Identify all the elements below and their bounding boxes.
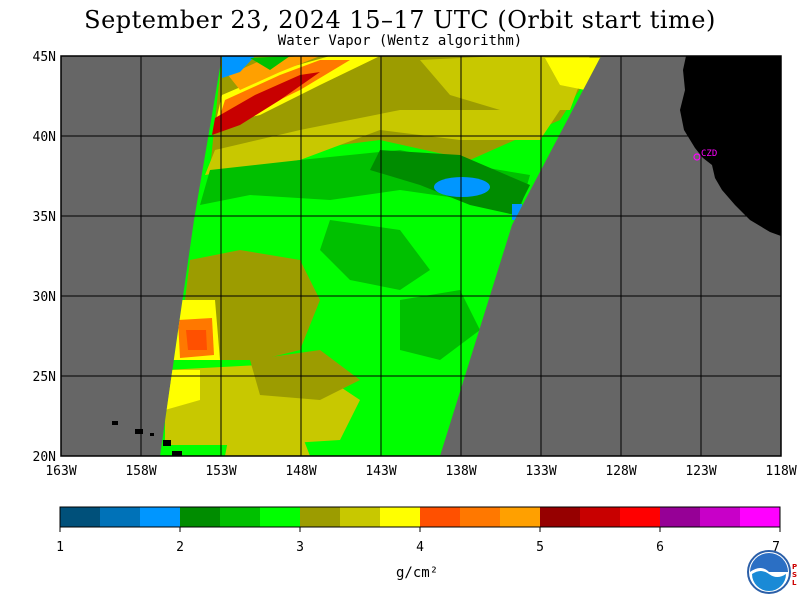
lat-label: 20N <box>33 450 56 465</box>
lon-label: 143W <box>365 464 396 479</box>
colorbar-swatch <box>140 507 181 527</box>
station-marker <box>693 153 701 161</box>
lat-label: 40N <box>33 130 56 145</box>
hawaii-islands <box>112 421 182 456</box>
colorbar-swatch <box>660 507 701 527</box>
colorbar-swatch <box>100 507 141 527</box>
lon-label: 153W <box>205 464 236 479</box>
lon-label: 138W <box>445 464 476 479</box>
colorbar-tick-label: 3 <box>296 540 304 555</box>
colorbar-tick-label: 7 <box>772 540 780 555</box>
lat-label: 25N <box>33 370 56 385</box>
colorbar-swatch <box>300 507 341 527</box>
colorbar-swatch <box>380 507 421 527</box>
lon-label: 118W <box>765 464 796 479</box>
colorbar-swatch <box>260 507 301 527</box>
lon-label: 133W <box>525 464 556 479</box>
colorbar-swatch <box>420 507 461 527</box>
station-label: CZD <box>701 149 717 159</box>
map-frame <box>60 55 782 457</box>
colorbar-swatch <box>700 507 741 527</box>
lon-label: 163W <box>45 464 76 479</box>
lon-label: 128W <box>605 464 636 479</box>
colorbar-swatch <box>460 507 501 527</box>
colorbar-swatch <box>220 507 261 527</box>
lon-label: 148W <box>285 464 316 479</box>
colorbar-swatch <box>580 507 621 527</box>
noaa-logo <box>747 550 791 594</box>
colorbar-tick-label: 6 <box>656 540 664 555</box>
colorbar-tick-label: 2 <box>176 540 184 555</box>
lat-label: 35N <box>33 210 56 225</box>
colorbar-swatch <box>180 507 221 527</box>
colorbar-swatch <box>340 507 381 527</box>
lon-label: 158W <box>125 464 156 479</box>
colorbar <box>60 507 781 527</box>
chart-subtitle: Water Vapor (Wentz algorithm) <box>277 33 523 49</box>
lon-label: 123W <box>685 464 716 479</box>
lat-label: 45N <box>33 50 56 65</box>
colorbar-unit: g/cm² <box>396 565 439 581</box>
colorbar-swatch <box>60 507 101 527</box>
land-mass <box>680 56 781 236</box>
colorbar-swatch <box>540 507 581 527</box>
colorbar-swatch <box>500 507 541 527</box>
colorbar-swatch <box>620 507 661 527</box>
colorbar-tick-label: 5 <box>536 540 544 555</box>
lat-label: 30N <box>33 290 56 305</box>
colorbar-tick-label: 1 <box>56 540 64 555</box>
chart-title: September 23, 2024 15–17 UTC (Orbit star… <box>84 6 716 34</box>
colorbar-tick-label: 4 <box>416 540 424 555</box>
colorbar-swatch <box>740 507 781 527</box>
